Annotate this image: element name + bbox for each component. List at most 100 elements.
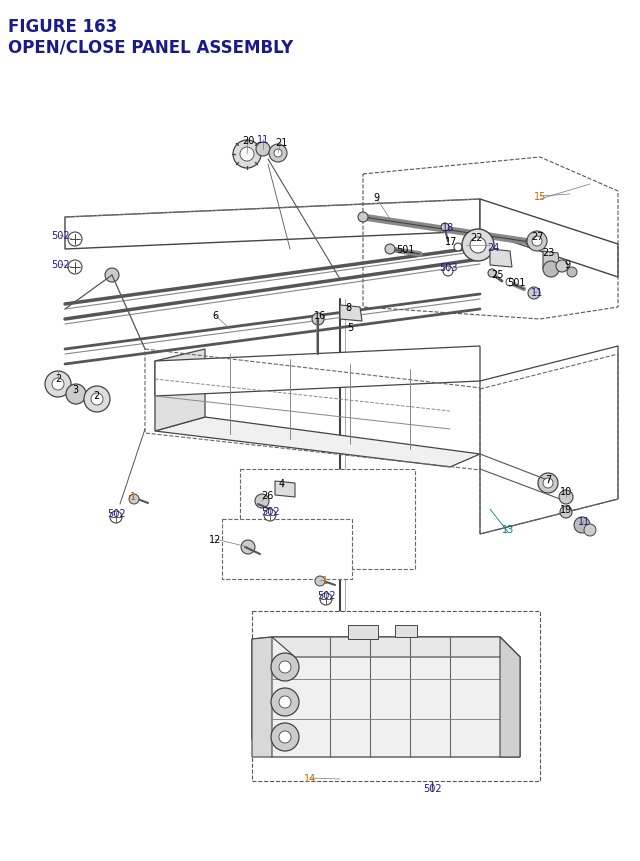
Circle shape bbox=[543, 262, 559, 278]
Text: FIGURE 163: FIGURE 163 bbox=[8, 18, 117, 36]
Circle shape bbox=[385, 245, 395, 255]
Bar bbox=[222, 519, 352, 579]
Text: 501: 501 bbox=[396, 245, 414, 255]
Polygon shape bbox=[500, 637, 520, 757]
Circle shape bbox=[526, 238, 534, 247]
Circle shape bbox=[441, 224, 449, 232]
Text: 5: 5 bbox=[347, 323, 353, 332]
Text: 1: 1 bbox=[322, 575, 328, 585]
Text: 502: 502 bbox=[51, 231, 69, 241]
Bar bbox=[395, 625, 417, 637]
Text: 501: 501 bbox=[507, 278, 525, 288]
Circle shape bbox=[233, 141, 261, 169]
Text: 13: 13 bbox=[502, 524, 514, 535]
Text: 4: 4 bbox=[279, 479, 285, 488]
Circle shape bbox=[279, 697, 291, 709]
Circle shape bbox=[279, 661, 291, 673]
Text: 2: 2 bbox=[93, 391, 99, 400]
Text: 9: 9 bbox=[373, 193, 379, 202]
Circle shape bbox=[84, 387, 110, 412]
Circle shape bbox=[567, 268, 577, 278]
Circle shape bbox=[240, 148, 254, 162]
Text: 7: 7 bbox=[545, 474, 551, 485]
Circle shape bbox=[256, 143, 270, 157]
Text: 11: 11 bbox=[531, 288, 543, 298]
Circle shape bbox=[532, 237, 542, 247]
Circle shape bbox=[556, 261, 568, 273]
Text: OPEN/CLOSE PANEL ASSEMBLY: OPEN/CLOSE PANEL ASSEMBLY bbox=[8, 38, 293, 56]
Circle shape bbox=[543, 479, 553, 488]
Circle shape bbox=[66, 385, 86, 405]
Circle shape bbox=[574, 517, 590, 533]
Text: 14: 14 bbox=[304, 773, 316, 784]
Polygon shape bbox=[275, 481, 295, 498]
Text: 27: 27 bbox=[532, 232, 544, 242]
Circle shape bbox=[45, 372, 71, 398]
Circle shape bbox=[52, 379, 64, 391]
Circle shape bbox=[470, 238, 486, 254]
Circle shape bbox=[274, 150, 282, 158]
Text: 26: 26 bbox=[261, 491, 273, 500]
Circle shape bbox=[584, 524, 596, 536]
Text: 1: 1 bbox=[130, 492, 136, 501]
Circle shape bbox=[255, 494, 269, 508]
Circle shape bbox=[271, 653, 299, 681]
Polygon shape bbox=[252, 637, 520, 757]
Circle shape bbox=[506, 279, 514, 287]
Polygon shape bbox=[480, 347, 618, 535]
Text: 22: 22 bbox=[470, 232, 483, 243]
Polygon shape bbox=[490, 250, 512, 268]
Bar bbox=[240, 469, 415, 569]
Circle shape bbox=[91, 393, 103, 406]
Circle shape bbox=[488, 269, 496, 278]
Text: 25: 25 bbox=[491, 269, 503, 280]
Text: 502: 502 bbox=[51, 260, 69, 269]
Text: 12: 12 bbox=[209, 535, 221, 544]
Circle shape bbox=[279, 731, 291, 743]
Bar bbox=[252, 611, 540, 781]
Circle shape bbox=[527, 232, 547, 251]
Circle shape bbox=[271, 723, 299, 751]
Circle shape bbox=[68, 261, 82, 275]
Bar bbox=[348, 625, 378, 639]
Text: 3: 3 bbox=[72, 385, 78, 394]
Polygon shape bbox=[65, 200, 480, 250]
Polygon shape bbox=[340, 306, 362, 322]
Polygon shape bbox=[155, 418, 480, 468]
Text: 20: 20 bbox=[242, 136, 254, 146]
Text: 502: 502 bbox=[107, 508, 125, 518]
Text: 17: 17 bbox=[445, 237, 457, 247]
Circle shape bbox=[241, 541, 255, 554]
Text: 502: 502 bbox=[260, 506, 279, 517]
Circle shape bbox=[462, 230, 494, 262]
Circle shape bbox=[269, 145, 287, 163]
Text: 19: 19 bbox=[560, 505, 572, 514]
Circle shape bbox=[129, 494, 139, 505]
Polygon shape bbox=[155, 350, 205, 431]
Circle shape bbox=[264, 510, 276, 522]
Text: 11: 11 bbox=[257, 135, 269, 145]
Circle shape bbox=[560, 506, 572, 518]
Polygon shape bbox=[252, 637, 272, 757]
Text: 502: 502 bbox=[422, 784, 442, 793]
Text: 16: 16 bbox=[314, 311, 326, 320]
Circle shape bbox=[538, 474, 558, 493]
Text: 11: 11 bbox=[578, 517, 590, 526]
Polygon shape bbox=[155, 347, 480, 397]
Circle shape bbox=[315, 576, 325, 586]
Text: 503: 503 bbox=[439, 263, 457, 273]
Circle shape bbox=[105, 269, 119, 282]
Text: 23: 23 bbox=[542, 248, 554, 257]
Circle shape bbox=[110, 511, 122, 523]
Text: 8: 8 bbox=[345, 303, 351, 313]
Text: 6: 6 bbox=[212, 311, 218, 320]
Text: 10: 10 bbox=[560, 486, 572, 497]
Circle shape bbox=[443, 267, 453, 276]
Polygon shape bbox=[272, 637, 520, 657]
Text: 502: 502 bbox=[317, 591, 335, 600]
Text: 2: 2 bbox=[55, 374, 61, 383]
Circle shape bbox=[312, 313, 324, 325]
Circle shape bbox=[68, 232, 82, 247]
Text: 18: 18 bbox=[442, 223, 454, 232]
Text: 24: 24 bbox=[487, 243, 499, 253]
